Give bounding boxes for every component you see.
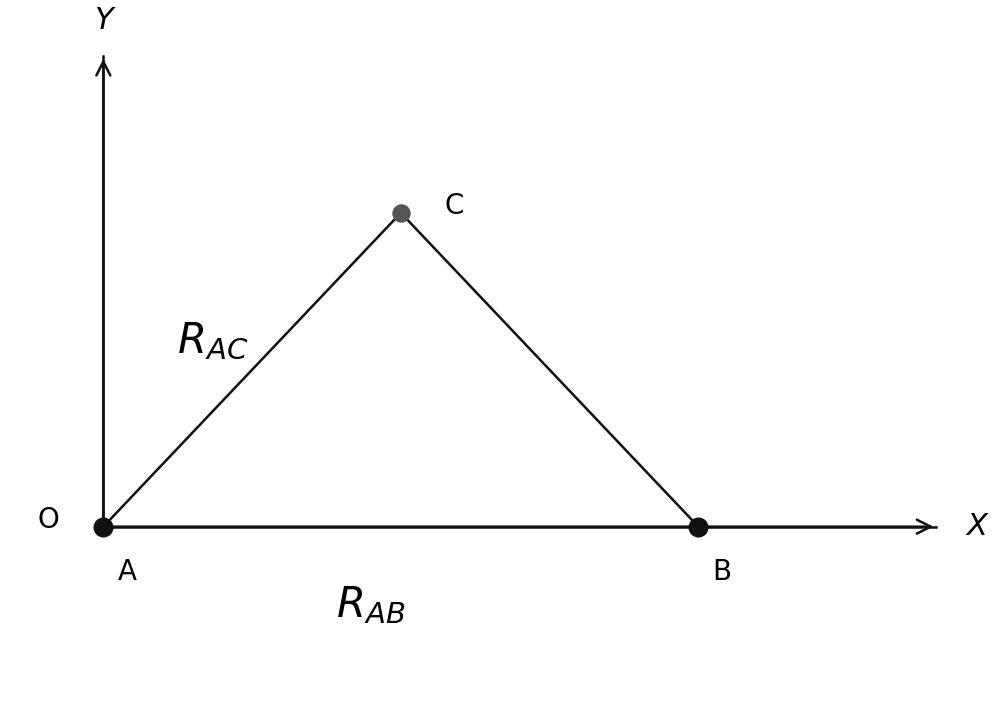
Text: X: X	[966, 512, 987, 541]
Text: Y: Y	[94, 6, 113, 34]
Text: $\mathbf{\mathit{R}}_{AC}$: $\mathbf{\mathit{R}}_{AC}$	[177, 320, 248, 362]
Point	[393, 207, 409, 218]
Text: $\mathbf{\mathit{R}}_{AB}$: $\mathbf{\mathit{R}}_{AB}$	[336, 584, 406, 626]
Point	[690, 521, 706, 532]
Text: B: B	[713, 558, 732, 586]
Text: C: C	[444, 192, 464, 220]
Point	[95, 521, 111, 532]
Text: A: A	[118, 558, 137, 586]
Text: O: O	[38, 505, 60, 534]
